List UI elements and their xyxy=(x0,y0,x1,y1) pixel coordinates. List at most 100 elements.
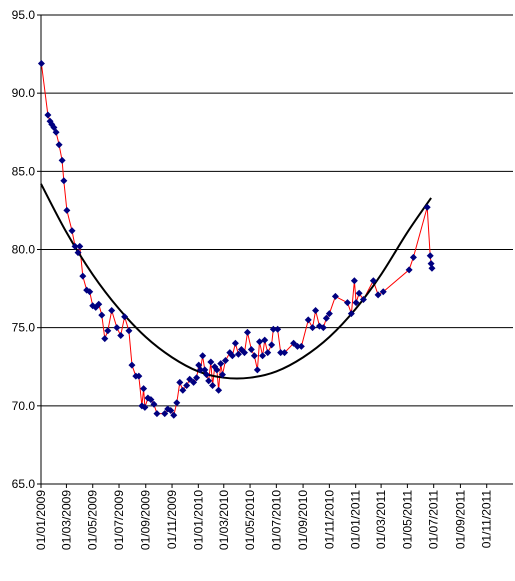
data-point xyxy=(347,310,355,318)
data-point xyxy=(167,407,175,415)
data-point xyxy=(250,352,258,360)
data-point xyxy=(37,59,45,67)
data-point xyxy=(170,411,178,419)
x-tick-label: 01/01/2011 xyxy=(349,490,363,549)
data-point xyxy=(281,349,289,357)
data-point xyxy=(231,339,239,347)
x-tick-label: 01/09/2010 xyxy=(296,490,310,550)
data-point xyxy=(259,352,267,360)
data-point xyxy=(243,328,251,336)
data-point xyxy=(325,310,333,318)
x-tick-label: 01/01/2010 xyxy=(191,490,205,550)
data-point xyxy=(55,141,63,149)
data-point xyxy=(290,339,298,347)
data-point xyxy=(52,128,60,136)
data-point xyxy=(253,366,261,374)
x-tick-label: 01/07/2009 xyxy=(112,490,126,550)
y-tick-label: 75.0 xyxy=(12,321,36,335)
data-point xyxy=(207,358,215,366)
data-point xyxy=(423,203,431,211)
data-point xyxy=(150,400,158,408)
x-tick-label: 01/07/2011 xyxy=(427,490,441,549)
data-point xyxy=(319,324,327,332)
data-point xyxy=(209,382,217,390)
data-point xyxy=(113,324,121,332)
data-point xyxy=(234,350,242,358)
data-point xyxy=(98,311,106,319)
x-tick-label: 01/11/2010 xyxy=(322,490,336,549)
data-point xyxy=(117,331,125,339)
data-point xyxy=(60,177,68,185)
data-point xyxy=(153,410,161,418)
trend-line xyxy=(40,183,432,380)
data-point xyxy=(161,410,169,418)
data-point xyxy=(74,249,82,257)
data-point xyxy=(193,374,201,382)
data-point xyxy=(186,375,194,383)
data-point xyxy=(350,277,358,285)
x-tick-label: 01/11/2009 xyxy=(165,490,179,549)
data-point xyxy=(147,396,155,404)
data-point xyxy=(322,314,330,322)
data-point xyxy=(409,253,417,261)
x-tick-label: 01/09/2009 xyxy=(139,490,153,550)
data-point xyxy=(141,403,149,411)
y-tick-label: 65.0 xyxy=(12,477,36,491)
data-point xyxy=(268,341,276,349)
data-point xyxy=(331,292,339,300)
data-point xyxy=(309,324,317,332)
data-point xyxy=(76,242,84,250)
data-point xyxy=(247,346,255,354)
data-point xyxy=(218,371,226,379)
x-tick-label: 01/01/2009 xyxy=(34,490,48,550)
data-point xyxy=(205,377,213,385)
x-tick-label: 01/05/2009 xyxy=(86,490,100,550)
data-point xyxy=(128,361,136,369)
data-point xyxy=(63,206,71,214)
data-point xyxy=(213,366,221,374)
data-point xyxy=(176,378,184,386)
data-point xyxy=(228,352,236,360)
y-tick-label: 80.0 xyxy=(12,243,36,257)
y-tick-label: 90.0 xyxy=(12,86,36,100)
data-point xyxy=(44,111,52,119)
data-point xyxy=(426,252,434,260)
data-point xyxy=(101,335,109,343)
x-tick-label: 01/09/2011 xyxy=(453,490,467,549)
data-point xyxy=(190,378,198,386)
x-tick-label: 01/03/2009 xyxy=(59,490,73,550)
data-point xyxy=(304,316,312,324)
data-point xyxy=(293,342,301,350)
data-point xyxy=(355,289,363,297)
x-tick-label: 01/07/2010 xyxy=(269,490,283,550)
x-tick-label: 01/05/2011 xyxy=(400,490,414,549)
data-point xyxy=(427,260,435,268)
data-point xyxy=(183,382,191,390)
x-tick-label: 01/03/2011 xyxy=(374,490,388,549)
data-point xyxy=(108,306,116,314)
data-point xyxy=(312,306,320,314)
data-point xyxy=(256,338,264,346)
data-point xyxy=(428,264,436,272)
x-tick-label: 01/03/2010 xyxy=(217,490,231,550)
data-point xyxy=(173,399,181,407)
data-point xyxy=(277,349,285,357)
data-point xyxy=(196,366,204,374)
data-point xyxy=(359,296,367,304)
data-point xyxy=(95,300,103,308)
data-point xyxy=(297,342,305,350)
data-point xyxy=(374,291,382,299)
y-tick-label: 70.0 xyxy=(12,399,36,413)
data-point xyxy=(199,352,207,360)
data-point xyxy=(215,386,223,394)
data-point xyxy=(261,336,269,344)
data-point xyxy=(58,156,66,164)
data-point xyxy=(343,299,351,307)
data-point xyxy=(269,325,277,333)
data-point xyxy=(79,272,87,280)
data-point xyxy=(71,242,79,250)
data-point xyxy=(405,266,413,274)
y-tick-label: 95.0 xyxy=(12,8,36,22)
y-tick-label: 85.0 xyxy=(12,164,36,178)
data-point xyxy=(369,277,377,285)
